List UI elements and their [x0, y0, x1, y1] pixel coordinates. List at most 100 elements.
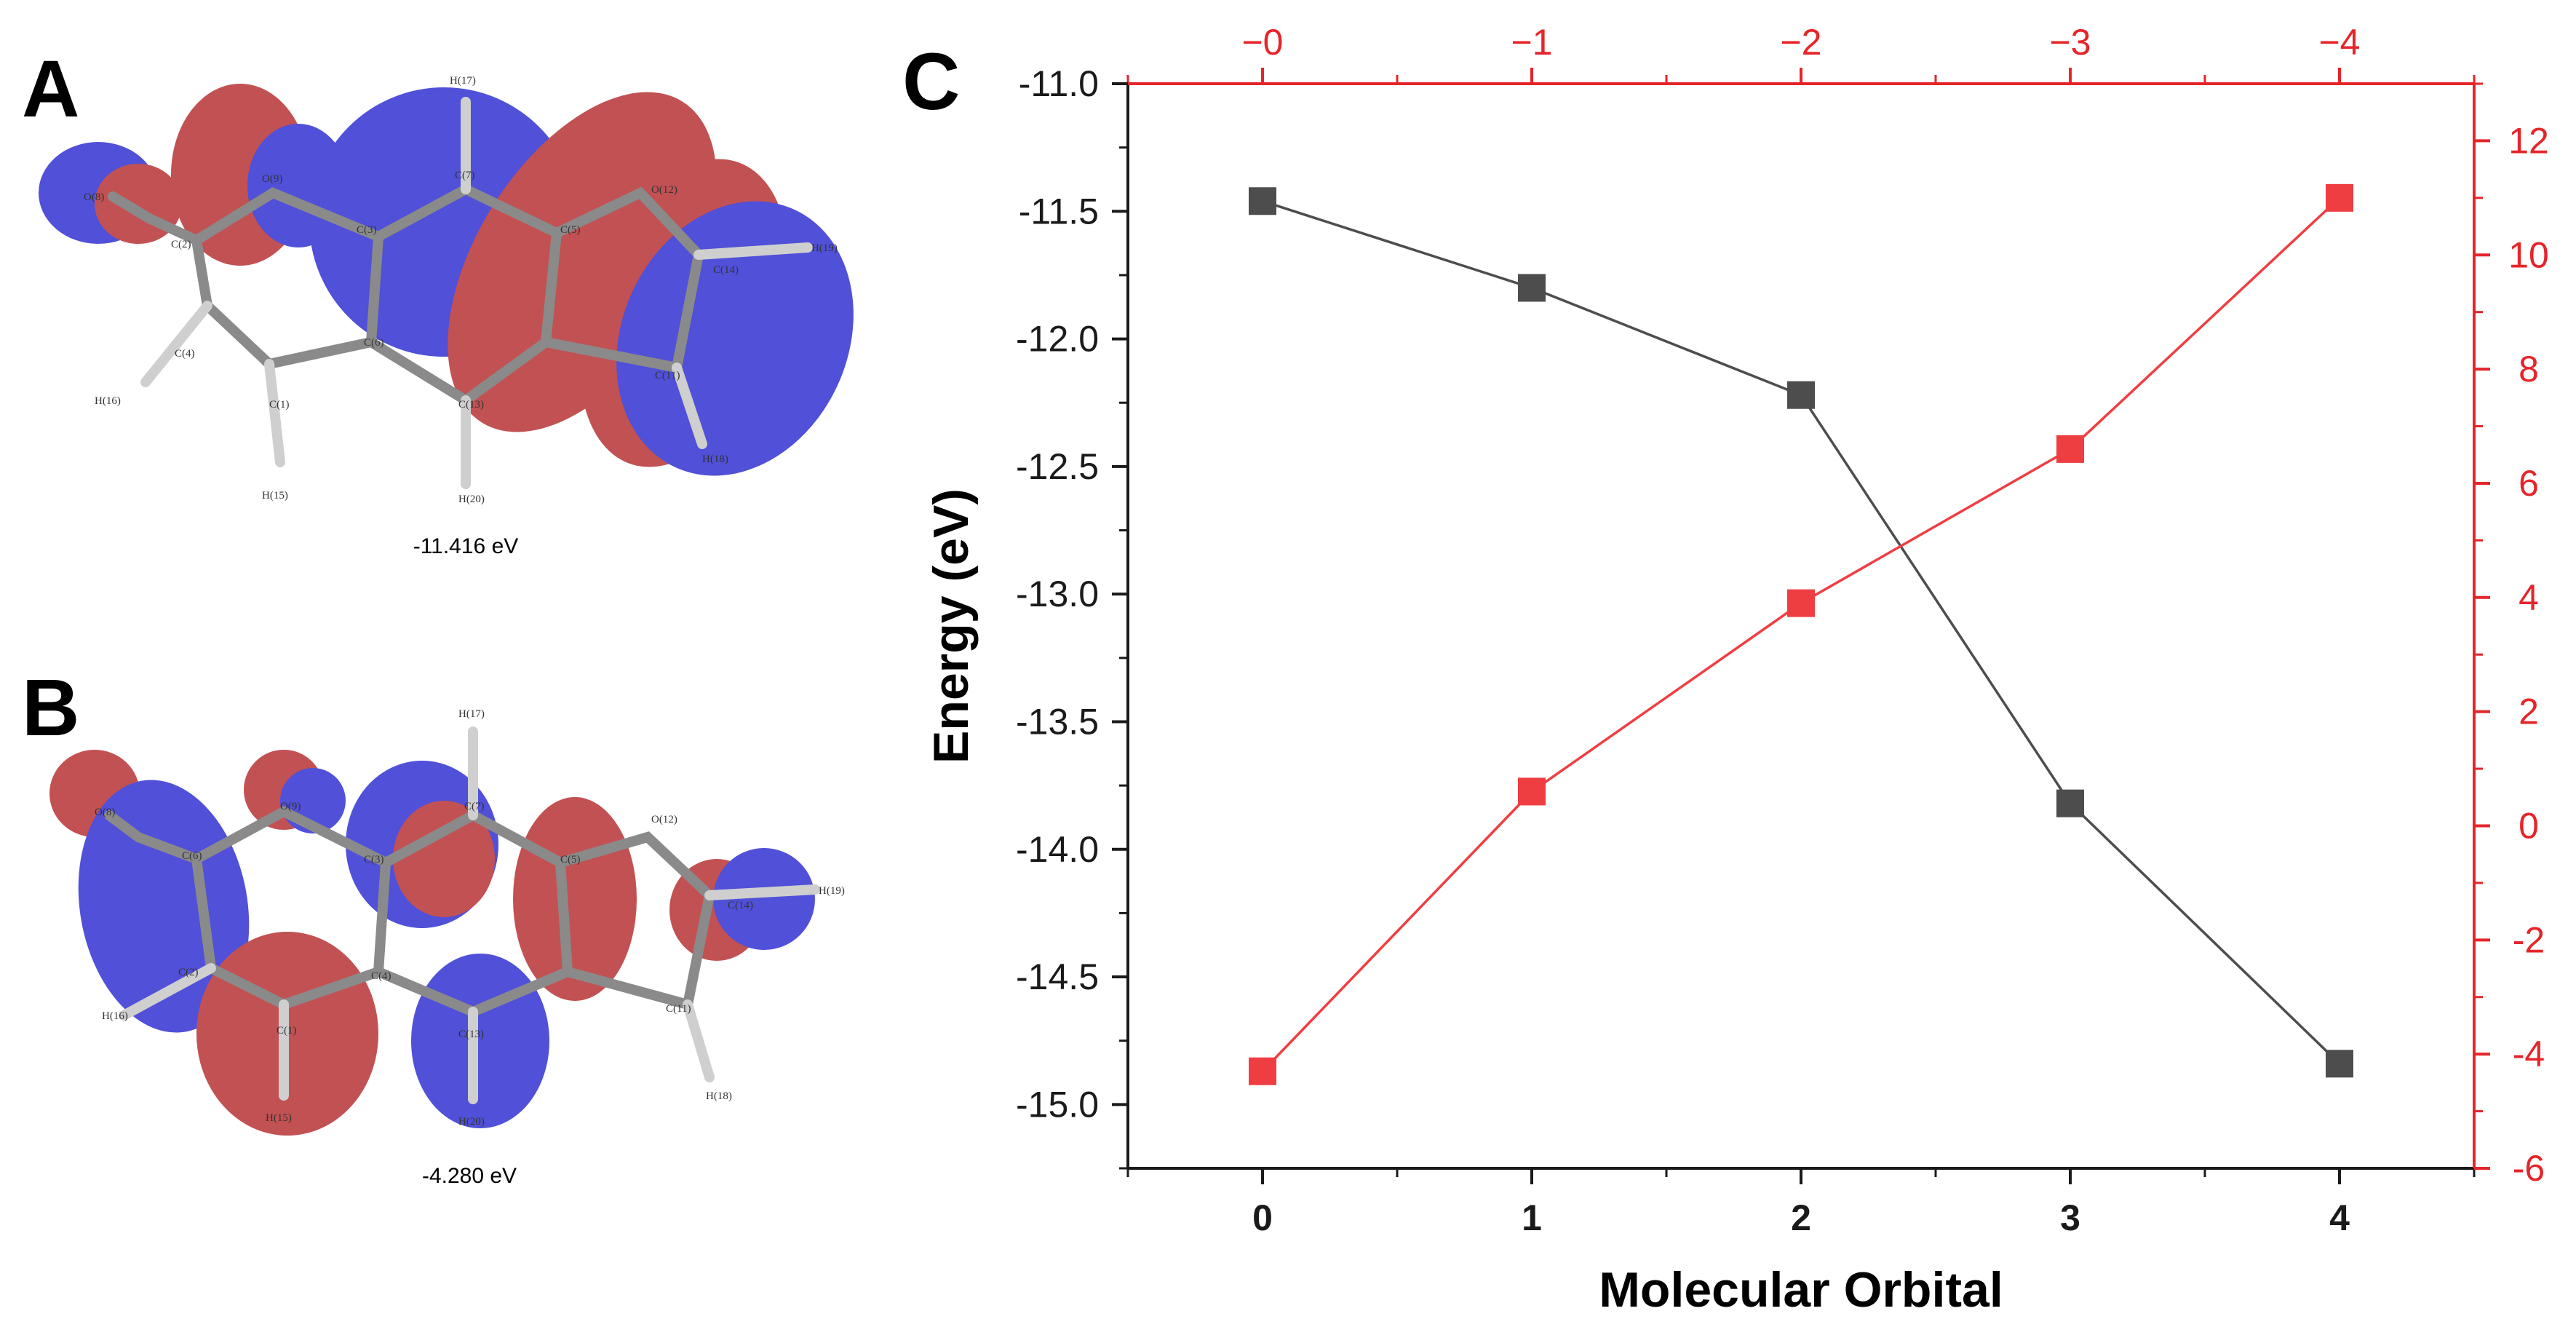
panel-a-energy: -11.416 eV — [413, 534, 519, 558]
y2-tick-label: -6 — [2513, 1148, 2545, 1189]
bond-path — [191, 806, 391, 868]
atom-label: O(12) — [651, 814, 677, 825]
bond — [140, 301, 212, 387]
atom-label: C(5) — [560, 854, 581, 865]
bond — [119, 963, 216, 1021]
atom-label: C(1) — [277, 1025, 297, 1037]
y2-tick-label: 6 — [2519, 463, 2539, 504]
panel-b-molecule-bonds — [104, 726, 820, 1104]
y-tick-label: -12.0 — [1016, 319, 1099, 360]
series-2-point — [2326, 183, 2353, 212]
atom-label: O(12) — [651, 184, 677, 196]
y-tick-label: -14.0 — [1016, 829, 1099, 870]
y-tick-label: -12.5 — [1016, 446, 1099, 487]
atom-label: C(11) — [666, 1003, 691, 1015]
y2-tick-label: 2 — [2519, 692, 2539, 732]
top-tick-label: −3 — [2049, 22, 2091, 63]
series-1-point — [1249, 187, 1276, 215]
atom-label: H(19) — [819, 885, 845, 897]
series-2-line — [1261, 197, 2341, 1072]
atom-label: C(13) — [458, 399, 484, 411]
y2-tick-label: 0 — [2519, 805, 2539, 846]
bond-path — [108, 183, 562, 407]
y-tick-label: -15.0 — [1016, 1084, 1099, 1125]
top-tick-label: −2 — [1780, 22, 1821, 63]
atom-label: H(19) — [811, 242, 838, 254]
series-1-point — [1787, 381, 1815, 409]
atom-label: C(6) — [364, 337, 384, 349]
panel-b-energy: -4.280 eV — [422, 1164, 517, 1188]
atom-label: C(2) — [171, 239, 191, 250]
lobe — [393, 801, 495, 917]
y-tick-label: -13.5 — [1016, 701, 1099, 742]
lobe — [713, 848, 815, 950]
atom-label: C(14) — [728, 900, 753, 911]
y-tick-label: -14.5 — [1016, 956, 1099, 997]
atom-label: H(18) — [702, 453, 728, 465]
y-tick-label: -11.0 — [1019, 63, 1099, 104]
atom-label: H(16) — [95, 395, 121, 407]
atom-label: H(20) — [458, 494, 485, 505]
atom-label: C(3) — [357, 224, 377, 236]
bond — [704, 884, 820, 900]
bond — [672, 363, 707, 449]
y-tick-label: -13.0 — [1016, 574, 1099, 614]
atom-label: H(17) — [458, 708, 485, 720]
y2-tick-label: -2 — [2513, 919, 2545, 960]
atom-label: C(6) — [182, 850, 202, 862]
atom-label: C(7) — [464, 801, 485, 812]
atom-label: O(8) — [95, 807, 115, 818]
chart: 0 −0 1 −1 2 −2 3 −3 4 −4 -11.0 -11.5 -12.0 -12.5 -13.0… — [923, 22, 2549, 1318]
bond-path — [104, 809, 573, 1018]
series-1-point — [2056, 789, 2084, 817]
atom-label: C(1) — [269, 399, 290, 411]
atom-label: C(13) — [458, 1029, 484, 1040]
atom-label: C(7) — [455, 170, 475, 181]
panel-b: B H(17) O(8) — [22, 663, 845, 1188]
x-tick-label: 3 — [2060, 1197, 2080, 1238]
y2-tick-label: 12 — [2508, 120, 2549, 161]
panel-c-letter: C — [902, 37, 960, 127]
atom-label: C(4) — [175, 348, 195, 360]
atom-label: H(15) — [266, 1112, 292, 1124]
atom-label: H(20) — [458, 1116, 485, 1128]
y-tick-label: -11.5 — [1019, 191, 1099, 231]
bond — [693, 242, 813, 260]
atom-label: C(4) — [371, 970, 391, 982]
y2-tick-label: -4 — [2513, 1034, 2545, 1074]
bond — [264, 359, 285, 467]
atom-label: O(8) — [84, 191, 104, 203]
panel-b-letter: B — [22, 663, 79, 753]
series-2-point — [1787, 589, 1815, 617]
atom-label: H(17) — [450, 75, 476, 87]
panel-b-atom-labels: H(17) O(8) O(9) C(7) C(3) O(12) C(6) C(5… — [95, 708, 845, 1128]
lobe — [411, 954, 549, 1128]
atom-label: C(5) — [560, 224, 581, 236]
series-2-point — [2056, 435, 2084, 463]
atom-label: C(3) — [364, 854, 384, 865]
panel-a: A H(17) O(8) O(9) C(7) C(3 — [22, 44, 854, 558]
panel-a-atom-labels: H(17) O(8) O(9) C(7) C(3) O(12) C(5) C(1… — [84, 75, 838, 505]
atom-label: O(9) — [262, 173, 282, 185]
panel-a-molecule-bonds — [108, 97, 813, 489]
series-1-point — [2326, 1050, 2353, 1078]
y-axis-title: Energy (eV) — [923, 488, 979, 764]
atom-label: H(18) — [706, 1090, 732, 1102]
atom-label: O(9) — [280, 801, 301, 812]
y2-tick-label: 4 — [2519, 577, 2539, 618]
atom-label: H(15) — [262, 490, 288, 502]
atom-label: H(16) — [102, 1010, 128, 1022]
bond-path — [191, 187, 383, 245]
lobe — [616, 201, 854, 476]
atom-label: C(14) — [713, 264, 739, 276]
top-tick-label: −4 — [2318, 22, 2360, 63]
atom-label: C(11) — [655, 370, 680, 381]
panel-a-letter: A — [22, 44, 79, 134]
x-tick-label: 0 — [1252, 1197, 1273, 1238]
series-2-point — [1249, 1057, 1276, 1085]
top-tick-label: −0 — [1241, 22, 1283, 63]
series-2-point — [1518, 777, 1546, 806]
x-tick-label: 4 — [2329, 1197, 2350, 1238]
y2-tick-label: 10 — [2508, 234, 2549, 275]
